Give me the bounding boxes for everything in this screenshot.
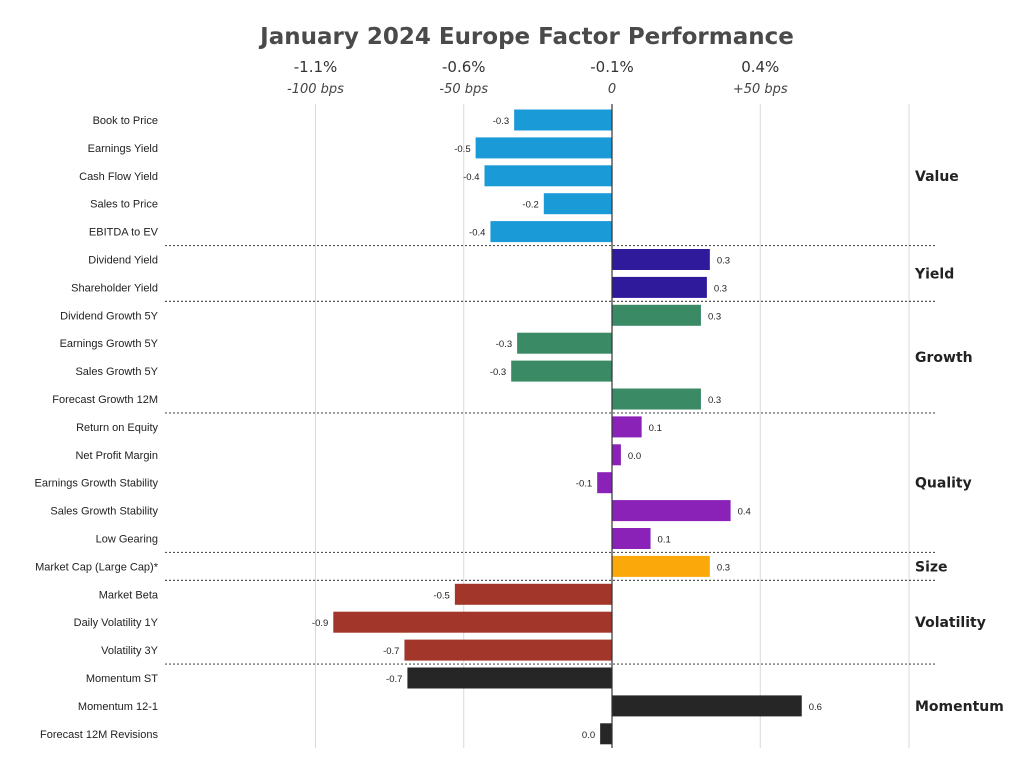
group-label-yield: Yield [914, 266, 954, 282]
value-label: 0.3 [717, 562, 730, 573]
bar-volatility-3y [404, 639, 612, 661]
value-label: -0.5 [433, 590, 449, 601]
category-label: Momentum 12-1 [78, 701, 158, 713]
category-label: Dividend Yield [88, 255, 158, 267]
value-label: -0.7 [386, 674, 402, 685]
group-separators [165, 244, 937, 665]
bar-book-to-price [514, 109, 612, 131]
group-labels: Value Yield Growth Quality Size Volatility Mom… [914, 169, 1004, 715]
bar-earnings-yield [475, 137, 612, 159]
value-label: -0.4 [469, 228, 485, 239]
value-label: 0.6 [809, 702, 822, 713]
bar-momentum-st [407, 667, 612, 689]
category-label: Low Gearing [96, 534, 158, 546]
bar-market-beta [454, 583, 612, 605]
value-label: 0.3 [708, 395, 721, 406]
value-label: -0.4 [463, 172, 479, 183]
bar-momentum-12-1 [612, 695, 802, 717]
group-label-volatility: Volatility [915, 615, 986, 631]
category-label: Earnings Yield [88, 143, 158, 155]
category-label: Forecast Growth 12M [52, 394, 158, 406]
category-label: Market Beta [99, 589, 159, 601]
group-label-momentum: Momentum [915, 699, 1004, 715]
bar-cash-flow-yield [484, 165, 612, 187]
chart-title: January 2024 Europe Factor Performance [258, 24, 794, 50]
bar-dividend-yield [612, 249, 710, 270]
category-label: Dividend Growth 5Y [60, 310, 158, 322]
bar-shareholder-yield [612, 276, 707, 298]
category-label: Return on Equity [76, 422, 158, 434]
bar-earnings-growth-5y [517, 332, 612, 354]
value-label: -0.3 [493, 116, 509, 127]
category-label: Earnings Growth 5Y [60, 338, 159, 350]
value-label: -0.2 [522, 200, 538, 211]
category-label: Daily Volatility 1Y [74, 617, 159, 629]
category-label: Sales Growth 5Y [75, 366, 158, 378]
category-label: Momentum ST [86, 673, 158, 685]
x-tick-percent: 0.4% [741, 58, 779, 76]
bar-sales-to-price [543, 193, 612, 215]
bars [333, 109, 802, 745]
category-label: Earnings Growth Stability [35, 478, 159, 490]
bar-daily-volatility-1y [333, 611, 612, 633]
x-axis-ticks: -1.1% -100 bps -0.6% -50 bps -0.1% 0 0.4% +50 b… [287, 58, 788, 97]
group-label-value: Value [915, 169, 959, 185]
x-tick-percent: -0.6% [442, 58, 486, 76]
category-label: Market Cap (Large Cap)* [35, 561, 159, 573]
bar-sales-growth-stability [612, 500, 731, 522]
bar-market-cap-large-cap [612, 555, 710, 577]
category-label: EBITDA to EV [89, 227, 159, 239]
group-label-quality: Quality [915, 476, 972, 492]
bar-low-gearing [612, 528, 651, 549]
value-label: -0.3 [490, 367, 506, 378]
bar-earnings-growth-stability [597, 472, 612, 494]
value-label: 0.1 [658, 535, 671, 546]
category-label: Sales Growth Stability [50, 506, 158, 518]
bar-forecast-12m-revisions [600, 723, 612, 745]
value-label: -0.9 [312, 618, 328, 629]
value-label: -0.5 [454, 144, 470, 155]
category-label: Sales to Price [90, 199, 158, 211]
group-label-growth: Growth [915, 350, 973, 366]
x-tick-percent: -0.1% [590, 58, 634, 76]
category-labels: Book to Price Earnings Yield Cash Flow Yie… [35, 115, 159, 741]
value-labels: -0.3 -0.5 -0.4 -0.2 -0.4 0.3 0.3 0.3 -0.3 -0.3 0.3… [312, 116, 822, 741]
category-label: Cash Flow Yield [79, 171, 158, 183]
value-label: -0.1 [576, 479, 592, 490]
x-tick-bps: 0 [608, 82, 616, 97]
value-label: -0.7 [383, 646, 399, 657]
value-label: 0.1 [649, 423, 662, 434]
category-label: Shareholder Yield [71, 282, 158, 294]
bar-return-on-equity [612, 416, 642, 438]
category-label: Book to Price [93, 115, 158, 127]
category-label: Forecast 12M Revisions [40, 729, 158, 741]
x-tick-percent: -1.1% [294, 58, 338, 76]
value-label: 0.0 [628, 451, 641, 462]
value-label: -0.3 [496, 339, 512, 350]
bar-forecast-growth-12m [612, 388, 701, 410]
bar-dividend-growth-5y [612, 304, 701, 326]
group-label-size: Size [915, 559, 948, 575]
value-label: 0.3 [708, 311, 721, 322]
bar-net-profit-margin [612, 444, 621, 466]
category-label: Volatility 3Y [101, 645, 159, 657]
value-label: 0.0 [582, 730, 595, 741]
bar-sales-growth-5y [511, 360, 612, 382]
value-label: 0.4 [738, 507, 751, 518]
x-tick-bps: -50 bps [439, 82, 488, 97]
x-tick-bps: +50 bps [733, 82, 788, 97]
value-label: 0.3 [717, 256, 730, 267]
x-tick-bps: -100 bps [287, 82, 344, 97]
bar-ebitda-to-ev [490, 221, 612, 243]
category-label: Net Profit Margin [75, 450, 158, 462]
value-label: 0.3 [714, 283, 727, 294]
